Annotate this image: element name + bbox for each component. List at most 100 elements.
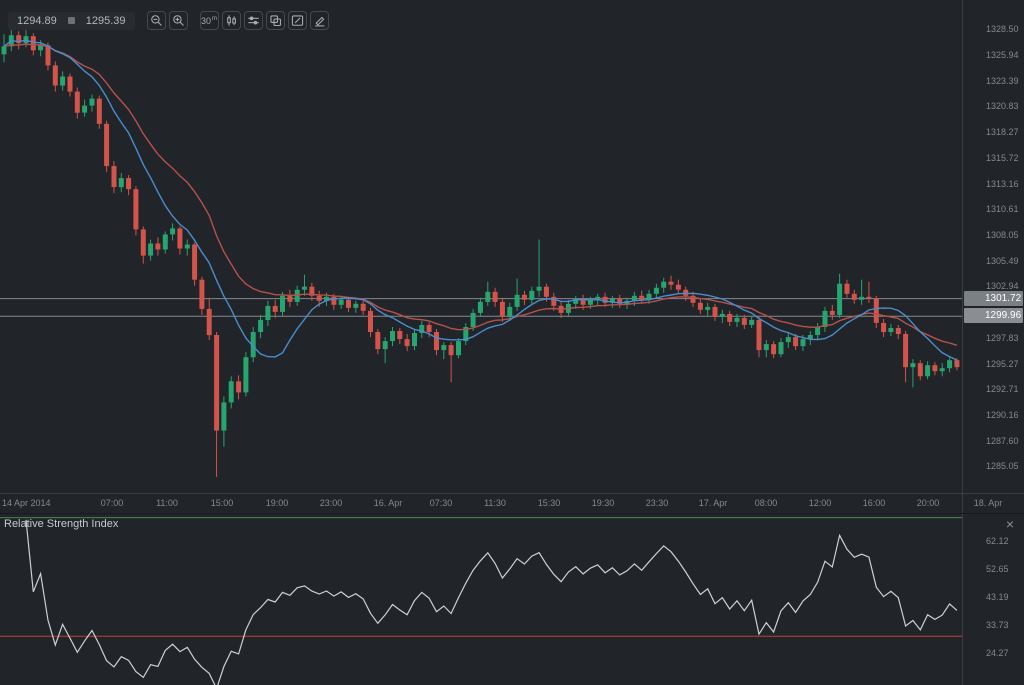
- candle[interactable]: [338, 299, 344, 305]
- candle[interactable]: [778, 342, 784, 355]
- candle[interactable]: [536, 286, 542, 291]
- candle[interactable]: [785, 337, 791, 343]
- candle[interactable]: [675, 284, 681, 290]
- time-axis[interactable]: 14 Apr 2014 07:00 11:00 15:00 19:00 23:00 16. …: [0, 494, 1024, 513]
- candle[interactable]: [492, 291, 498, 302]
- candle[interactable]: [243, 357, 249, 393]
- candle[interactable]: [529, 290, 535, 300]
- candle[interactable]: [324, 296, 329, 301]
- toolbar-button-zoom-in[interactable]: [168, 11, 188, 30]
- candle[interactable]: [741, 317, 747, 325]
- candle[interactable]: [815, 327, 821, 335]
- candle[interactable]: [617, 298, 623, 304]
- candle[interactable]: [382, 341, 388, 350]
- candle[interactable]: [463, 327, 469, 342]
- candle[interactable]: [265, 305, 271, 320]
- toolbar-button-draw-pen[interactable]: [309, 11, 329, 30]
- candle[interactable]: [214, 335, 220, 431]
- candle[interactable]: [822, 310, 828, 327]
- candle[interactable]: [272, 305, 278, 312]
- candle[interactable]: [199, 279, 205, 309]
- candle[interactable]: [697, 302, 703, 310]
- candle[interactable]: [609, 298, 615, 303]
- candle[interactable]: [38, 45, 44, 51]
- candle[interactable]: [932, 365, 938, 372]
- candle[interactable]: [309, 286, 315, 296]
- candle[interactable]: [397, 331, 403, 339]
- candle[interactable]: [375, 332, 381, 350]
- candle[interactable]: [631, 295, 637, 301]
- toolbar-button-timeframe[interactable]: 30m: [199, 11, 219, 30]
- candle[interactable]: [302, 286, 307, 290]
- candle[interactable]: [448, 345, 454, 356]
- candle[interactable]: [499, 301, 505, 317]
- candle[interactable]: [1, 46, 7, 55]
- candle[interactable]: [587, 299, 593, 305]
- candle[interactable]: [287, 295, 293, 302]
- candle[interactable]: [573, 298, 579, 304]
- candle[interactable]: [734, 317, 740, 322]
- candle[interactable]: [646, 293, 652, 300]
- candle[interactable]: [74, 91, 80, 113]
- candle[interactable]: [426, 325, 432, 332]
- candle[interactable]: [441, 345, 447, 351]
- candle[interactable]: [859, 296, 865, 300]
- candle[interactable]: [30, 36, 36, 51]
- candle[interactable]: [749, 319, 755, 325]
- candle[interactable]: [104, 123, 110, 167]
- candle[interactable]: [661, 281, 667, 288]
- candle[interactable]: [485, 291, 491, 302]
- candle[interactable]: [360, 303, 366, 311]
- candle[interactable]: [844, 283, 850, 294]
- candle[interactable]: [82, 105, 88, 113]
- candle[interactable]: [316, 295, 322, 301]
- candle[interactable]: [851, 293, 857, 300]
- candle[interactable]: [331, 296, 337, 305]
- candle[interactable]: [602, 296, 608, 303]
- candle[interactable]: [170, 228, 176, 235]
- candle[interactable]: [404, 339, 410, 347]
- candle[interactable]: [45, 45, 51, 66]
- candle[interactable]: [947, 360, 953, 369]
- candle[interactable]: [346, 299, 351, 308]
- toolbar-button-chart-type-candles[interactable]: [221, 11, 241, 30]
- price-chart[interactable]: [0, 0, 962, 493]
- candle[interactable]: [162, 234, 168, 250]
- candle[interactable]: [866, 296, 872, 299]
- candle[interactable]: [793, 337, 799, 347]
- candle[interactable]: [111, 166, 117, 188]
- candle[interactable]: [690, 295, 696, 303]
- candle[interactable]: [668, 281, 674, 285]
- candle[interactable]: [895, 328, 901, 334]
- candle[interactable]: [96, 98, 102, 124]
- candle[interactable]: [771, 344, 777, 355]
- candle[interactable]: [521, 294, 527, 300]
- candle[interactable]: [228, 381, 234, 403]
- rsi-close-button[interactable]: ×: [1005, 516, 1015, 532]
- candle[interactable]: [470, 312, 476, 327]
- candle[interactable]: [719, 313, 725, 317]
- candle[interactable]: [712, 306, 718, 317]
- candle[interactable]: [184, 244, 190, 249]
- candle[interactable]: [551, 296, 557, 306]
- candle[interactable]: [477, 301, 483, 313]
- candle[interactable]: [118, 178, 124, 188]
- candle[interactable]: [881, 323, 887, 333]
- candle[interactable]: [280, 295, 285, 312]
- candle[interactable]: [155, 243, 161, 250]
- candle[interactable]: [67, 76, 73, 92]
- candle[interactable]: [60, 76, 66, 86]
- candle[interactable]: [192, 244, 198, 280]
- candle[interactable]: [829, 310, 835, 315]
- candle[interactable]: [807, 335, 813, 339]
- candle[interactable]: [221, 402, 227, 431]
- candle[interactable]: [126, 178, 132, 190]
- candle[interactable]: [52, 65, 58, 86]
- candle[interactable]: [903, 334, 909, 368]
- price-axis[interactable]: 1328.50 1325.94 1323.39 1320.83 1318.27 1315.…: [963, 0, 1024, 493]
- candle[interactable]: [419, 325, 425, 333]
- candle[interactable]: [910, 363, 916, 368]
- candle[interactable]: [800, 339, 806, 347]
- candle[interactable]: [434, 332, 439, 351]
- candle[interactable]: [89, 98, 95, 106]
